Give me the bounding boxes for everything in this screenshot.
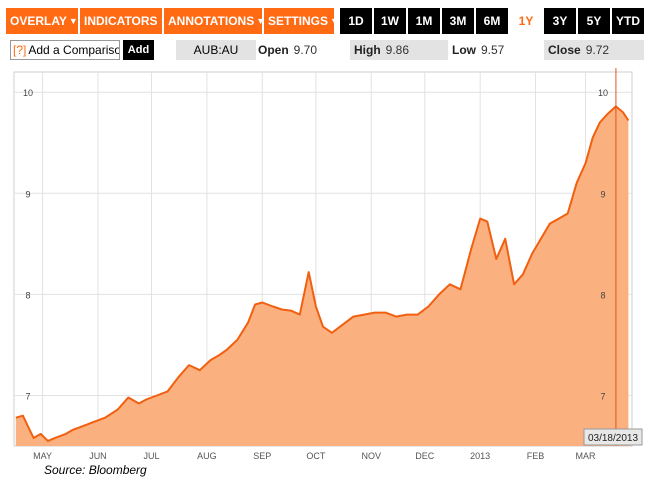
low-value: 9.57 — [481, 43, 505, 57]
x-tick-label: 2013 — [470, 451, 490, 461]
close-value: 9.72 — [585, 43, 610, 57]
high-stat: High 9.86 — [350, 40, 448, 60]
range-1d-button[interactable]: 1D — [340, 8, 372, 34]
price-chart[interactable]: MAY JUN JUL AUG SEP OCT NOV DEC 2013 FEB MAR 7 8 9 10 7… — [0, 68, 650, 463]
crosshair-date-label: 03/18/2013 — [588, 433, 638, 444]
help-icon[interactable]: [?] — [13, 43, 27, 57]
x-tick-label: MAR — [576, 451, 597, 461]
chevron-down-icon: ▼ — [330, 16, 334, 26]
x-tick-label: SEP — [253, 451, 271, 461]
annotations-menu-label: ANNOTATIONS — [168, 14, 255, 28]
range-1y-button[interactable]: 1Y — [510, 8, 542, 34]
y-tick-label-right: 8 — [600, 290, 605, 300]
settings-menu-label: SETTINGS — [268, 14, 329, 28]
range-1w-button[interactable]: 1W — [374, 8, 406, 34]
x-tick-label: FEB — [527, 451, 545, 461]
date-label-box — [583, 428, 643, 446]
indicators-menu-label: INDICATORS — [84, 14, 158, 28]
source-caption: Source: Bloomberg — [44, 463, 147, 477]
comparison-placeholder: Add a Comparison — [28, 43, 120, 57]
overlay-menu-button[interactable]: OVERLAY ▼ — [6, 8, 78, 34]
high-value: 9.86 — [385, 43, 410, 57]
chart-toolbar: OVERLAY▼ INDICATORS▼ ANNOTATIONS▼ SETTIN… — [6, 8, 644, 34]
range-6m-button[interactable]: 6M — [476, 8, 508, 34]
chevron-down-icon: ▼ — [68, 16, 78, 26]
open-label: Open — [258, 43, 289, 57]
chevron-down-icon: ▼ — [160, 16, 162, 26]
comparison-input[interactable]: [?] Add a Comparison — [10, 40, 120, 60]
open-stat: Open 9.70 — [258, 40, 348, 60]
high-label: High — [354, 43, 381, 57]
chevron-down-icon: ▼ — [256, 16, 262, 26]
y-tick-label: 8 — [25, 290, 30, 300]
x-tick-label: JUL — [144, 451, 160, 461]
price-line — [15, 105, 630, 442]
ticker-symbol: AUB:AU — [176, 40, 256, 60]
range-ytd-button[interactable]: YTD — [612, 8, 644, 34]
y-tick-label-right: 10 — [598, 88, 608, 98]
range-3m-button[interactable]: 3M — [442, 8, 474, 34]
x-tick-label: MAY — [33, 451, 52, 461]
low-stat: Low 9.57 — [452, 40, 542, 60]
close-stat: Close 9.72 — [544, 40, 644, 60]
range-3y-button[interactable]: 3Y — [544, 8, 576, 34]
x-tick-label: NOV — [361, 451, 381, 461]
y-tick-label: 10 — [23, 88, 33, 98]
range-1m-button[interactable]: 1M — [408, 8, 440, 34]
y-tick-label-right: 9 — [600, 189, 605, 199]
open-value: 9.70 — [293, 43, 318, 57]
settings-menu-button[interactable]: SETTINGS▼ — [264, 8, 334, 34]
indicators-menu-button[interactable]: INDICATORS▼ — [80, 8, 162, 34]
y-tick-label: 9 — [25, 189, 30, 199]
x-tick-label: JUN — [89, 451, 107, 461]
x-tick-label: AUG — [197, 451, 217, 461]
y-tick-label: 7 — [25, 391, 30, 401]
quote-info-bar: [?] Add a Comparison Add AUB:AU Open 9.7… — [6, 38, 644, 62]
range-5y-button[interactable]: 5Y — [578, 8, 610, 34]
price-area — [15, 106, 629, 447]
low-label: Low — [452, 43, 476, 57]
overlay-menu-label: OVERLAY — [10, 14, 67, 28]
y-tick-label-right: 7 — [600, 391, 605, 401]
annotations-menu-button[interactable]: ANNOTATIONS ▼ — [164, 8, 262, 34]
add-comparison-button[interactable]: Add — [123, 40, 154, 60]
x-tick-label: DEC — [415, 451, 435, 461]
x-tick-label: OCT — [306, 451, 326, 461]
close-label: Close — [548, 43, 581, 57]
